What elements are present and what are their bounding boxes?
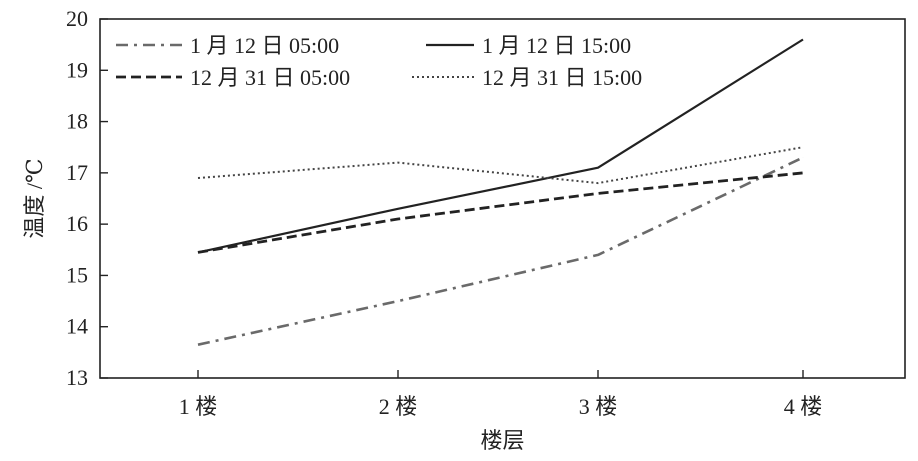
legend-label-1: 1 月 12 日 05:00 bbox=[190, 33, 339, 58]
series-line-1 bbox=[197, 156, 804, 346]
series-lines bbox=[197, 38, 804, 346]
x-tick-label: 2 楼 bbox=[379, 394, 418, 419]
y-axis: 13 14 15 16 17 18 19 20 bbox=[66, 6, 108, 390]
legend-label-3: 12 月 31 日 05:00 bbox=[190, 65, 350, 90]
x-axis-title: 楼层 bbox=[480, 428, 524, 453]
series-line-2 bbox=[197, 38, 804, 254]
y-tick-label: 16 bbox=[66, 211, 88, 236]
x-tick-label: 1 楼 bbox=[179, 394, 218, 419]
series-line-4 bbox=[197, 146, 804, 185]
y-tick-label: 15 bbox=[66, 262, 88, 287]
plot-border bbox=[99, 18, 906, 379]
x-tick-label: 4 楼 bbox=[784, 394, 823, 419]
y-tick-label: 20 bbox=[66, 6, 88, 31]
legend-label-2: 1 月 12 日 15:00 bbox=[482, 33, 631, 58]
series-line-3 bbox=[197, 171, 804, 254]
y-tick-label: 17 bbox=[66, 160, 88, 185]
x-axis: 1 楼 2 楼 3 楼 4 楼 bbox=[179, 370, 823, 419]
x-tick-label: 3 楼 bbox=[579, 394, 618, 419]
plot-frame bbox=[99, 18, 906, 379]
y-tick-label: 18 bbox=[66, 109, 88, 134]
y-axis-title: 温度 /℃ bbox=[22, 158, 47, 238]
legend: 1 月 12 日 05:00 1 月 12 日 15:00 12 月 31 日 05… bbox=[116, 33, 642, 90]
y-tick-label: 19 bbox=[66, 57, 88, 82]
y-tick-label: 13 bbox=[66, 365, 88, 390]
y-tick-label: 14 bbox=[66, 314, 88, 339]
legend-label-4: 12 月 31 日 15:00 bbox=[482, 65, 642, 90]
